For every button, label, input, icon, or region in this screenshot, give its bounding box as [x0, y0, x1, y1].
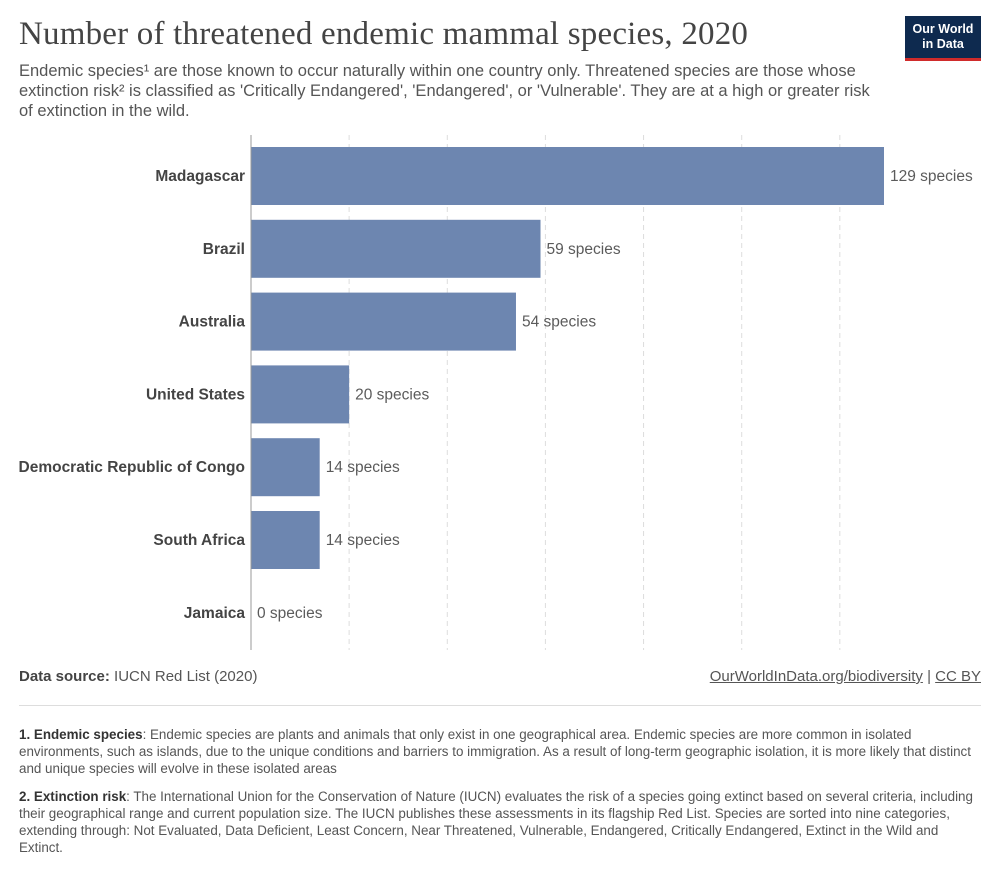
- footnote-2-label: 2. Extinction risk: [19, 789, 127, 804]
- footnote-1-label: 1. Endemic species: [19, 727, 143, 742]
- footnote-1-text: : Endemic species are plants and animals…: [19, 727, 971, 776]
- bar-brazil[interactable]: [251, 219, 541, 278]
- chart-subtitle: Endemic species¹ are those known to occu…: [19, 62, 870, 120]
- category-label-jamaica: Jamaica: [184, 605, 246, 622]
- data-source-label: Data source:: [19, 668, 110, 685]
- value-label-brazil: 59 species: [547, 241, 621, 258]
- bar-chart: Madagascar 129 species Brazil 59 species Aus…: [19, 135, 973, 650]
- value-label-south-africa: 14 species: [326, 532, 400, 549]
- owid-logo[interactable]: Our World in Data: [905, 16, 981, 61]
- footer-divider: [19, 705, 981, 706]
- bar-democratic-republic-of-congo[interactable]: [251, 438, 320, 497]
- bar-united-states[interactable]: [251, 365, 350, 424]
- bar-south-africa[interactable]: [251, 511, 320, 569]
- category-label-madagascar: Madagascar: [155, 168, 245, 185]
- logo-line-2: in Data: [922, 37, 964, 51]
- category-label-south-africa: South Africa: [153, 532, 245, 549]
- bars: [251, 147, 884, 569]
- footnote-1: 1. Endemic species: Endemic species are …: [19, 726, 979, 777]
- logo-line-1: Our World: [912, 22, 974, 36]
- data-source: Data source: IUCN Red List (2020): [19, 668, 257, 685]
- footer-separator: |: [927, 668, 931, 685]
- category-label-united-states: United States: [146, 386, 245, 403]
- labels: Madagascar 129 species Brazil 59 species Aus…: [19, 168, 973, 622]
- value-label-madagascar: 129 species: [890, 168, 973, 185]
- license-link[interactable]: CC BY: [935, 668, 981, 685]
- value-label-australia: 54 species: [522, 314, 596, 331]
- bar-australia[interactable]: [251, 292, 516, 351]
- value-label-democratic-republic-of-congo: 14 species: [326, 459, 400, 476]
- value-label-united-states: 20 species: [355, 386, 429, 403]
- chart-title: Number of threatened endemic mammal spec…: [19, 16, 749, 52]
- owid-link[interactable]: OurWorldInData.org/biodiversity: [709, 668, 923, 685]
- category-label-democratic-republic-of-congo: Democratic Republic of Congo: [19, 459, 246, 476]
- footnote-2-text: : The International Union for the Conser…: [19, 789, 973, 855]
- category-label-brazil: Brazil: [203, 241, 245, 258]
- bar-madagascar[interactable]: [251, 147, 884, 205]
- data-source-value: IUCN Red List (2020): [114, 668, 258, 685]
- value-label-jamaica: 0 species: [257, 605, 323, 622]
- footer-links: OurWorldInData.org/biodiversity | CC BY: [710, 668, 981, 685]
- category-label-australia: Australia: [179, 314, 246, 331]
- footnote-2: 2. Extinction risk: The International Un…: [19, 788, 979, 856]
